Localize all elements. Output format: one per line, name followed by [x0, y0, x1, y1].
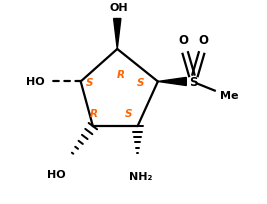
- Text: S: S: [189, 76, 198, 89]
- Text: R: R: [90, 108, 98, 118]
- Text: O: O: [199, 34, 209, 47]
- Text: OH: OH: [110, 3, 129, 13]
- Text: O: O: [178, 34, 188, 47]
- Text: HO: HO: [26, 77, 44, 87]
- Polygon shape: [158, 78, 186, 86]
- Text: S: S: [86, 78, 94, 88]
- Text: S: S: [137, 78, 144, 88]
- Text: S: S: [125, 108, 132, 118]
- Polygon shape: [113, 19, 121, 50]
- Text: NH₂: NH₂: [129, 171, 152, 181]
- Text: HO: HO: [47, 169, 66, 179]
- Text: R: R: [116, 70, 124, 80]
- Text: Me: Me: [220, 90, 238, 100]
